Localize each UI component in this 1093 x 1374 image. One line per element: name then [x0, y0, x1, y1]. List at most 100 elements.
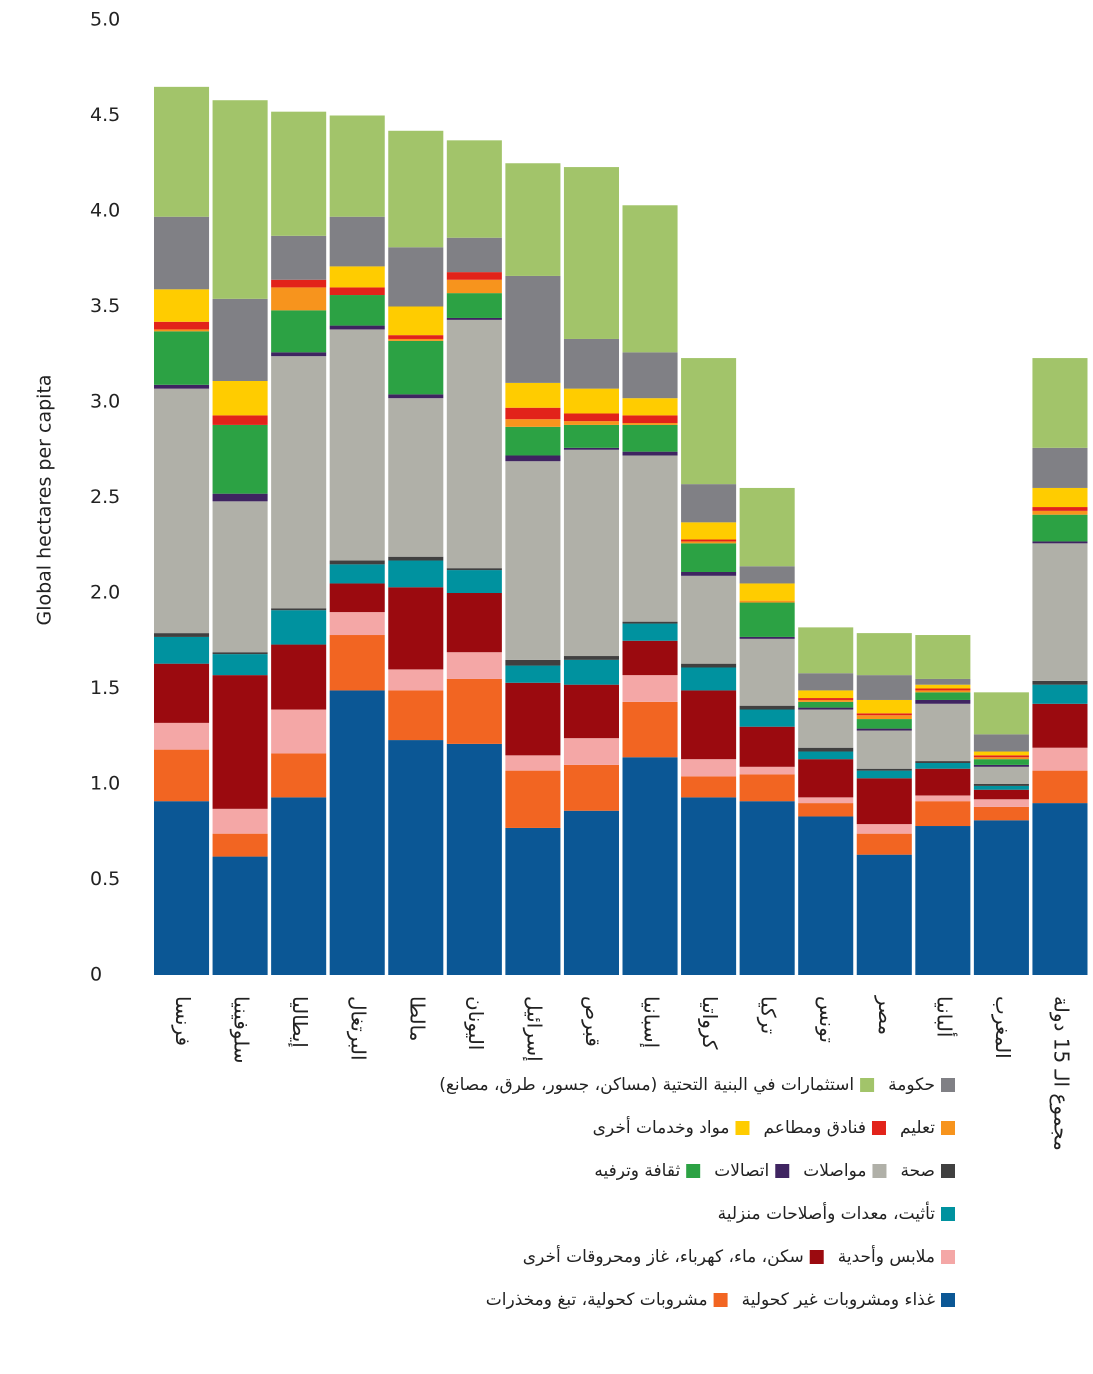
bar-segment — [563, 449, 619, 657]
bar-segment — [154, 749, 210, 802]
bar-segment — [681, 571, 737, 576]
x-tick-label: إسبانيا — [639, 996, 664, 1048]
bar-segment — [271, 111, 327, 236]
x-tick-label: مجموع الـ 15 دولة — [1049, 996, 1073, 1151]
bar-segment — [271, 352, 327, 357]
x-tick-label: تركيا — [757, 996, 781, 1034]
x-tick-label: ألبانيا — [932, 996, 957, 1037]
bar-segment — [739, 705, 795, 710]
bar-segment — [388, 306, 444, 336]
bar-segment — [446, 293, 502, 318]
bar-segment — [681, 358, 737, 485]
legend-label: استثمارات في البنية التحتية (مساكن، جسور… — [439, 1075, 854, 1095]
bar-segment — [212, 415, 268, 425]
bar-segment — [622, 675, 678, 702]
bar-segment — [973, 766, 1029, 784]
bar-segment — [563, 659, 619, 685]
bar-segment — [505, 827, 561, 975]
bar-segment — [681, 541, 737, 544]
x-tick-label: تونس — [815, 996, 839, 1043]
bar-segment — [271, 610, 327, 645]
bar-segment — [154, 329, 210, 332]
bar-segment — [622, 423, 678, 425]
bar-segment — [446, 319, 502, 569]
legend-swatch — [735, 1121, 750, 1135]
bar-segment — [505, 455, 561, 462]
legend-label: غذاء ومشروبات غير كحولية — [742, 1290, 936, 1310]
bar-segment — [681, 663, 737, 668]
bar-segment — [505, 755, 561, 771]
y-tick-label: 0 — [90, 964, 102, 986]
bar-segment — [622, 757, 678, 975]
bar-segment — [563, 338, 619, 389]
bar-segment — [622, 623, 678, 641]
bar-segment — [681, 759, 737, 777]
bar-segment — [798, 751, 854, 760]
bar-segment — [388, 130, 444, 248]
bar-segment — [563, 447, 619, 450]
legend-label: صحة — [900, 1161, 935, 1181]
bar-segment — [1032, 803, 1088, 975]
bar-segment — [271, 356, 327, 609]
bar-segment — [505, 426, 561, 456]
bar-segment — [915, 761, 971, 763]
bar-segment — [446, 140, 502, 238]
bar-segment — [388, 335, 444, 339]
bar-segment — [271, 644, 327, 710]
bar-segment — [798, 673, 854, 691]
legend-swatch — [941, 1078, 955, 1092]
bar-segment — [798, 709, 854, 748]
x-tick-label: المغرب — [991, 996, 1015, 1059]
y-tick-label: 2.5 — [90, 486, 120, 508]
bar-segment — [622, 451, 678, 456]
bar-segment — [446, 237, 502, 273]
bar-segment — [681, 797, 737, 975]
bar-segment — [212, 380, 268, 416]
bar-segment — [622, 640, 678, 676]
bar-segment — [856, 770, 912, 779]
bar-segment — [856, 699, 912, 714]
bar-segment — [915, 795, 971, 802]
bar-segment — [681, 575, 737, 664]
bar-segment — [563, 413, 619, 422]
legend-swatch — [871, 1121, 886, 1135]
bar-segment — [1032, 487, 1088, 508]
bar-segment — [212, 654, 268, 676]
bar-segment — [973, 764, 1029, 767]
bar-segment — [505, 461, 561, 660]
bar-segment — [973, 785, 1029, 790]
bar-segment — [446, 568, 502, 571]
bar-segment — [154, 722, 210, 750]
bar-segment — [798, 627, 854, 674]
bar-segment — [212, 652, 268, 655]
bar-segment — [856, 854, 912, 975]
bar-segment — [681, 667, 737, 691]
legend-label: تعليم — [900, 1118, 935, 1138]
legend-swatch — [713, 1293, 728, 1307]
bar-segment — [154, 384, 210, 389]
bar-segment — [388, 338, 444, 341]
bar-segment — [505, 419, 561, 427]
bar-segment — [1032, 543, 1088, 681]
bar-segment — [212, 675, 268, 809]
bar-segment — [739, 638, 795, 706]
bar-segment — [563, 738, 619, 765]
x-tick-label: البرتغال — [347, 996, 371, 1061]
bar-segment — [388, 398, 444, 557]
bar-segment — [329, 115, 385, 217]
bar-segment — [154, 663, 210, 723]
bar-segment — [212, 501, 268, 653]
bar-segment — [388, 669, 444, 691]
bar-segment — [739, 726, 795, 767]
legend-swatch — [775, 1164, 790, 1178]
legend-swatch — [686, 1164, 701, 1178]
bar-segment — [446, 743, 502, 975]
bar-segment — [798, 747, 854, 752]
bar-segment — [388, 587, 444, 670]
bar-segment — [1032, 358, 1088, 448]
bar-segment — [1032, 507, 1088, 511]
bar-segment — [856, 730, 912, 769]
bar-segment — [212, 808, 268, 834]
legend-label: مواد وخدمات أخرى — [593, 1116, 730, 1138]
bar-segment — [681, 539, 737, 542]
